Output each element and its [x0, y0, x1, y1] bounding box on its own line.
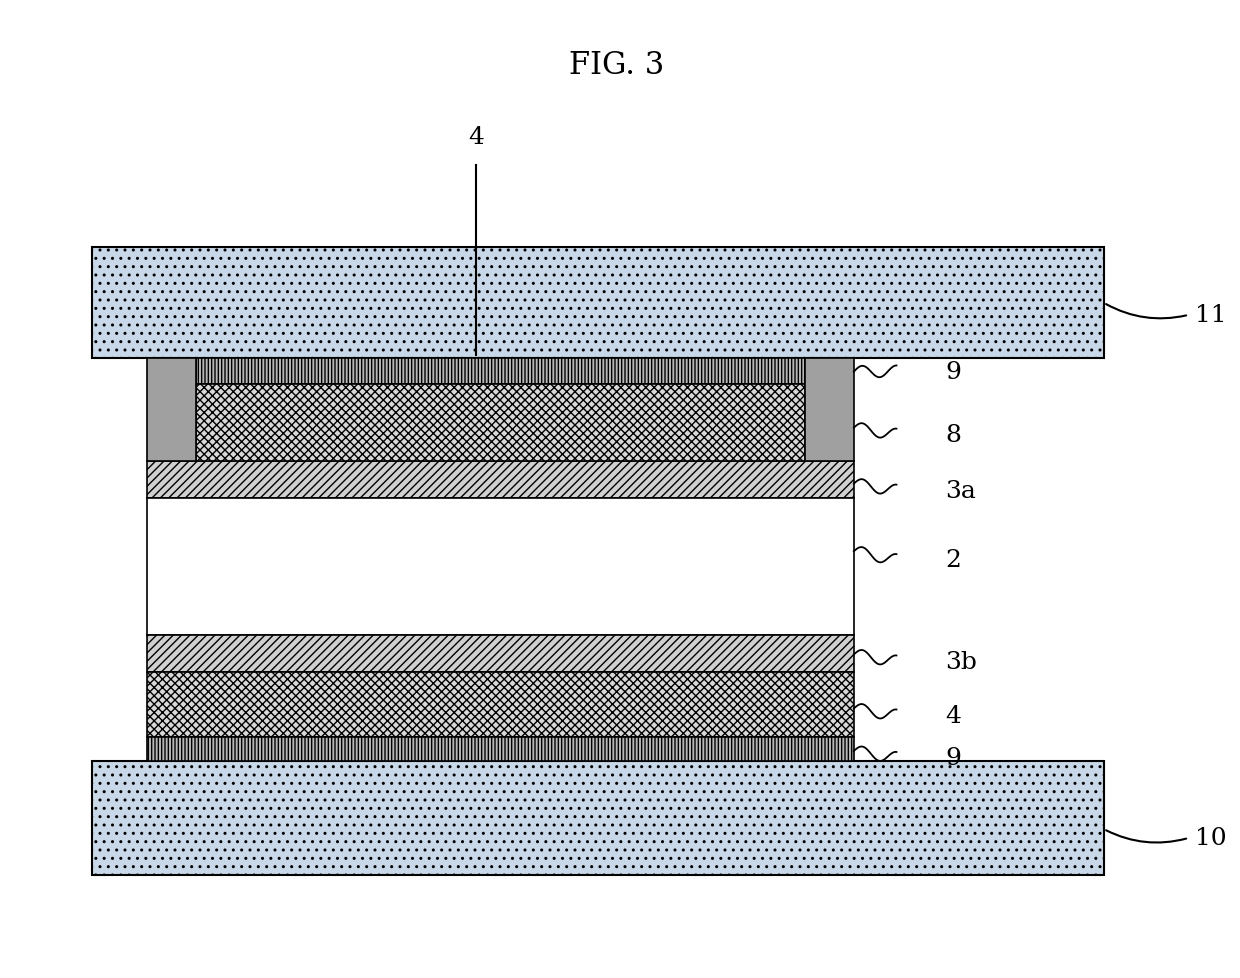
Bar	[196, 385, 805, 462]
Bar	[148, 737, 854, 761]
Bar	[148, 359, 196, 462]
Bar	[92, 248, 1104, 359]
Bar	[148, 672, 854, 737]
Text: 2: 2	[945, 549, 961, 572]
Text: 8: 8	[945, 423, 961, 447]
Text: 10: 10	[1195, 826, 1226, 850]
Bar	[805, 359, 854, 462]
Bar	[196, 359, 805, 385]
Bar	[148, 499, 854, 636]
Text: 4: 4	[945, 704, 961, 727]
Text: 11: 11	[1195, 304, 1226, 327]
Text: 9: 9	[945, 360, 961, 383]
Bar	[148, 636, 854, 672]
Bar	[148, 462, 854, 499]
Text: 3a: 3a	[945, 479, 976, 503]
Text: 3b: 3b	[945, 650, 977, 673]
Text: FIG. 3: FIG. 3	[569, 50, 663, 81]
Text: 9: 9	[945, 746, 961, 770]
Bar	[92, 761, 1104, 874]
Text: 4: 4	[469, 126, 484, 149]
